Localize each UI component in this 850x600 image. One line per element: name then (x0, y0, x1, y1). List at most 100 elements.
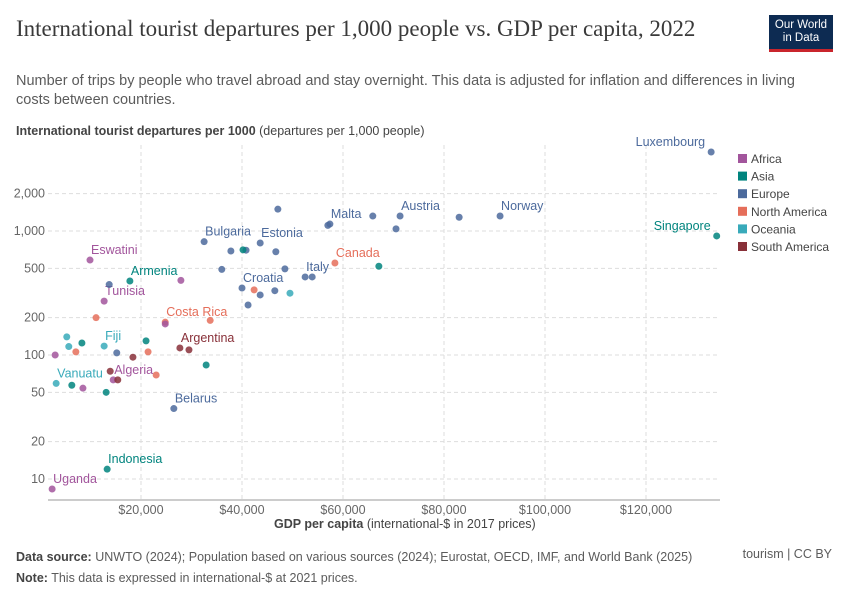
data-point (176, 344, 184, 352)
data-point (72, 348, 80, 356)
legend-swatch (738, 154, 747, 163)
footer: Data source: UNWTO (2024); Population ba… (16, 547, 836, 589)
data-point (100, 297, 108, 305)
chart-subtitle: Number of trips by people who travel abr… (16, 73, 795, 108)
data-point (51, 351, 59, 359)
data-point (331, 259, 339, 267)
data-point (170, 405, 178, 413)
point-label: Italy (306, 260, 330, 274)
data-point (250, 286, 258, 294)
data-point (286, 289, 294, 297)
data-point (206, 316, 214, 324)
data-point (92, 314, 100, 322)
scatter-plot: 10 20 50 100 200 500 1,000 2,000 $20,000 $40,000 $… (14, 135, 830, 531)
data-point (238, 284, 246, 292)
data-point (396, 212, 404, 220)
note-label: Note: (16, 571, 48, 585)
y-tick-label: 1,000 (14, 224, 45, 238)
x-tick-label: $120,000 (620, 503, 672, 517)
legend-item-africa: Africa (751, 152, 782, 166)
y-tick-label: 200 (24, 311, 45, 325)
data-point (713, 232, 721, 240)
legend-item-europe: Europe (751, 187, 790, 201)
point-label: Indonesia (108, 452, 162, 466)
legend-swatch (738, 224, 747, 234)
point-label: Malta (331, 207, 362, 221)
data-point (126, 277, 134, 285)
data-point (144, 348, 152, 356)
x-tick-label: $100,000 (519, 503, 571, 517)
data-point (281, 265, 289, 273)
legend-swatch (738, 171, 747, 181)
legend-item-south-america: South America (751, 240, 829, 254)
x-tick-label: $40,000 (219, 503, 264, 517)
point-label: Norway (501, 199, 544, 213)
x-tick-label: $80,000 (421, 503, 466, 517)
point-label: Vanuatu (57, 366, 103, 380)
data-point (102, 388, 110, 396)
chart-title: International tourist departures per 1,0… (16, 16, 696, 41)
legend-item-asia: Asia (751, 170, 775, 184)
data-point (301, 273, 309, 281)
owid-logo[interactable]: Our World in Data (769, 15, 833, 52)
data-point (79, 384, 87, 392)
point-label: Costa Rica (166, 305, 227, 319)
y-tick-label: 2,000 (14, 187, 45, 201)
point-label: Uganda (53, 472, 97, 486)
data-point (256, 291, 264, 299)
data-point (68, 381, 76, 389)
data-point (200, 238, 208, 246)
legend-swatch (738, 189, 747, 199)
y-tick-label: 100 (24, 348, 45, 362)
x-tick-label: $60,000 (320, 503, 365, 517)
data-point (105, 281, 113, 289)
legend-swatch (738, 206, 747, 216)
point-label: Fiji (105, 329, 121, 343)
logo-text: Our World in Data (774, 19, 828, 44)
data-point (308, 273, 316, 281)
data-point (271, 287, 279, 295)
data-point (142, 337, 150, 345)
source-label: Data source: (16, 550, 92, 564)
point-label: Algeria (114, 363, 153, 377)
y-axis-label-main: International tourist departures per 100… (16, 124, 256, 138)
point-label: Croatia (243, 271, 283, 285)
data-point (78, 339, 86, 347)
point-label: Estonia (261, 226, 303, 240)
data-point (274, 205, 282, 213)
data-point (369, 212, 377, 220)
data-point (239, 246, 247, 254)
data-point (65, 343, 73, 351)
y-axis-label-unit: (departures per 1,000 people) (259, 124, 425, 138)
data-point (152, 371, 160, 379)
data-point (244, 301, 252, 309)
data-point (103, 465, 111, 473)
data-point (113, 349, 121, 357)
data-point (161, 320, 169, 328)
point-label: Austria (401, 199, 440, 213)
y-tick-label: 500 (24, 261, 45, 275)
y-tick-label: 20 (31, 435, 45, 449)
data-point (392, 225, 400, 233)
point-label: Canada (336, 246, 380, 260)
data-point (202, 361, 210, 369)
data-point (86, 256, 94, 264)
point-label: Armenia (131, 264, 178, 278)
point-label: Singapore (654, 219, 711, 233)
x-axis-label: GDP per capita (international-$ in 2017 … (274, 517, 536, 531)
point-label: Tunisia (105, 284, 145, 298)
y-tick-label: 10 (31, 472, 45, 486)
data-point (177, 276, 185, 284)
x-tick-label: $20,000 (118, 503, 163, 517)
data-point (218, 265, 226, 273)
data-point (185, 346, 193, 354)
data-point (129, 353, 137, 361)
data-point (707, 148, 715, 156)
y-tick-label: 50 (31, 385, 45, 399)
data-point (106, 367, 114, 375)
data-point (455, 213, 463, 221)
source-text: UNWTO (2024); Population based on variou… (95, 550, 693, 564)
data-point (256, 239, 264, 247)
data-point (272, 248, 280, 256)
license-link[interactable]: tourism | CC BY (742, 547, 832, 561)
